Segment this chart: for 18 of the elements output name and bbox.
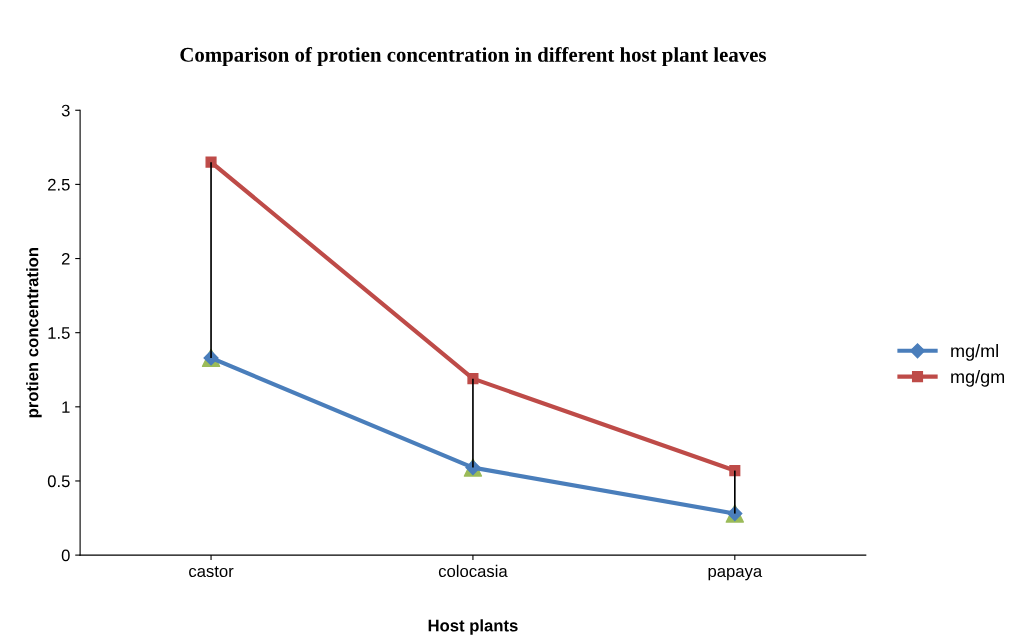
y-tick-label: 3: [61, 104, 70, 117]
legend-label: mg/ml: [951, 344, 998, 361]
y-tick-label: 1.5: [48, 327, 70, 339]
x-axis-title: Host plants: [428, 619, 518, 635]
x-tick-label: castor: [189, 566, 234, 578]
point: [729, 465, 741, 477]
y-tick-label: 0: [61, 549, 70, 562]
x-tick-label: papaya: [708, 567, 763, 581]
y-tick-label: 2.5: [48, 178, 70, 191]
y-tick-label: 0.5: [47, 475, 70, 488]
chart-title: Comparison of protien concentration in different host plant leaves: [180, 46, 767, 67]
point: [205, 156, 217, 168]
y-tick-label: 1: [62, 401, 70, 413]
point: [467, 373, 479, 385]
x-tick-label: colocasia: [438, 564, 508, 578]
y-axis-title: protien concentration: [26, 248, 42, 418]
y-tick-label: 2: [61, 252, 70, 265]
legend-label: mg/gm: [951, 369, 1005, 387]
